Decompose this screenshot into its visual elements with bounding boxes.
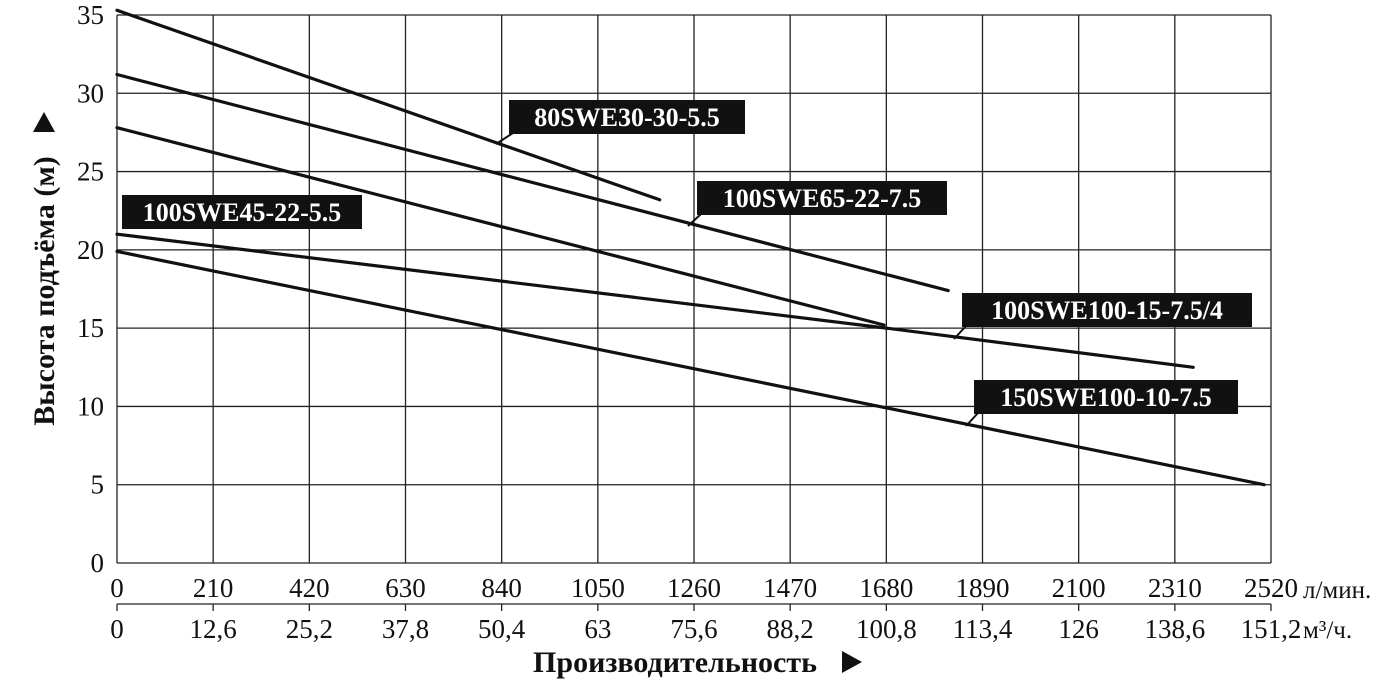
x-tick-label-m3h: 138,6	[1144, 614, 1205, 644]
x-tick-labels: 0 0 210 12,6 420 25,2 630 37,8 840 50,4 1050 63 1260…	[110, 573, 1301, 644]
x-tick-label-m3h: 50,4	[478, 614, 526, 644]
label-leader-line	[965, 412, 979, 427]
label-leader-line	[953, 325, 967, 340]
x-tick-label-lmin: 1470	[763, 573, 817, 603]
x-tick-label-lmin: 210	[193, 573, 234, 603]
label-leaders	[495, 132, 979, 427]
x-tick-label-lmin: 420	[289, 573, 330, 603]
x-tick-label-lmin: 630	[385, 573, 426, 603]
series-label-background	[962, 293, 1252, 327]
x-tick-label-lmin: 1050	[571, 573, 625, 603]
x-tick-label-m3h: 151,2	[1241, 614, 1302, 644]
y-tick-label: 15	[77, 313, 104, 343]
x-tick-label-m3h: 126	[1058, 614, 1099, 644]
y-axis-title: Высота подъёма (м)	[28, 156, 61, 426]
x-tick-label-m3h: 113,4	[953, 614, 1013, 644]
x-tick-label-lmin: 840	[481, 573, 522, 603]
series-line	[115, 249, 1266, 487]
y-tick-label: 25	[77, 157, 104, 187]
series-label-background	[974, 380, 1238, 414]
label-leader-line	[495, 132, 514, 145]
series-label: 80SWE30-30-5.5	[509, 100, 745, 134]
x-tick-label-m3h: 37,8	[382, 614, 429, 644]
series-label-background	[697, 181, 947, 215]
y-tick-label: 20	[77, 235, 104, 265]
series-label-text: 150SWE100-10-7.5	[1000, 383, 1212, 412]
series-labels: 80SWE30-30-5.5 100SWE65-22-7.5 100SWE45-22…	[122, 100, 1252, 414]
series-label-background	[122, 195, 362, 229]
y-tick-labels: 0 5 10 15 20 25 30 35	[77, 0, 104, 578]
x-unit-lmin: л/мин.	[1303, 577, 1371, 604]
series-label-text: 100SWE45-22-5.5	[143, 198, 342, 227]
y-tick-label: 30	[77, 78, 104, 108]
x-tick-label-lmin: 2520	[1244, 573, 1298, 603]
x-tick-label-m3h: 100,8	[856, 614, 917, 644]
series-lines	[115, 8, 1266, 487]
label-leader-line	[687, 213, 702, 227]
x-tick-label-lmin: 1680	[859, 573, 913, 603]
series-label: 100SWE65-22-7.5	[697, 181, 947, 215]
x-tick-label-lmin: 2310	[1148, 573, 1202, 603]
x-tick-label-lmin: 0	[110, 573, 124, 603]
y-axis-arrow-icon	[33, 112, 55, 132]
series-label: 100SWE45-22-5.5	[122, 195, 362, 229]
y-tick-label: 5	[91, 470, 105, 500]
series-label: 150SWE100-10-7.5	[974, 380, 1238, 414]
y-tick-label: 10	[77, 391, 104, 421]
x-tick-label-lmin: 1260	[667, 573, 721, 603]
x-tick-label-m3h: 0	[110, 614, 124, 644]
x-tick-label-lmin: 2100	[1052, 573, 1106, 603]
y-tick-label: 35	[77, 0, 104, 30]
x-axis-arrow-icon	[842, 651, 862, 673]
x-unit-m3h: м³/ч.	[1303, 617, 1352, 644]
series-label-text: 100SWE100-15-7.5/4	[991, 296, 1223, 325]
series-label-background	[509, 100, 745, 134]
series-line	[115, 72, 950, 293]
y-tick-label: 0	[91, 548, 105, 578]
x-tick-label-m3h: 12,6	[190, 614, 237, 644]
series-line	[115, 8, 662, 202]
x-tick-label-lmin: 1890	[956, 573, 1010, 603]
x-tick-label-m3h: 88,2	[767, 614, 814, 644]
x-tick-label-m3h: 75,6	[670, 614, 717, 644]
series-label-text: 80SWE30-30-5.5	[534, 103, 720, 132]
series-label: 100SWE100-15-7.5/4	[962, 293, 1252, 327]
y-axis-title-group: Высота подъёма (м)	[28, 112, 61, 426]
series-line	[115, 232, 1195, 369]
x-axis-title-group: Производительность	[533, 646, 862, 679]
series-label-text: 100SWE65-22-7.5	[723, 184, 922, 213]
x-axis-title: Производительность	[533, 646, 817, 679]
x-tick-label-m3h: 63	[584, 614, 611, 644]
x-tick-label-m3h: 25,2	[286, 614, 333, 644]
series-line	[115, 126, 886, 327]
